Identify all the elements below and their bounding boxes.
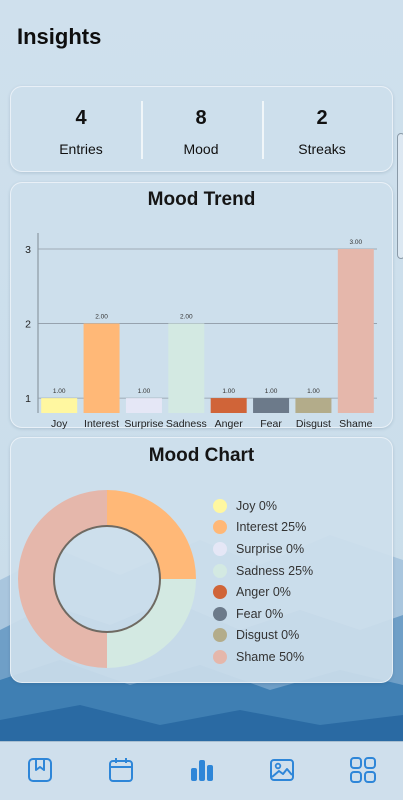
legend-label: Interest 25% bbox=[236, 520, 307, 535]
stat-divider bbox=[262, 101, 264, 159]
bookmark-icon[interactable] bbox=[26, 756, 54, 784]
legend-swatch bbox=[213, 520, 227, 535]
slice-interest bbox=[107, 490, 196, 579]
legend-swatch bbox=[213, 498, 227, 513]
mood-chart-title: Mood Chart bbox=[148, 445, 255, 466]
legend-label: Anger 0% bbox=[236, 585, 291, 600]
bottom-navigation bbox=[0, 741, 403, 800]
mood-legend: Joy 0% Interest 25% Surprise 0% Sadness 25%… bbox=[213, 495, 313, 668]
legend-label: Shame 50% bbox=[236, 649, 305, 664]
stat-divider bbox=[141, 101, 143, 159]
legend-swatch bbox=[213, 649, 227, 664]
stats-card: 4 Entries 8 Mood 2 Streaks bbox=[10, 86, 393, 172]
calendar-icon[interactable] bbox=[107, 756, 135, 784]
legend-item: Joy 0% bbox=[213, 495, 313, 517]
legend-item: Anger 0% bbox=[213, 581, 313, 603]
x-tick-label: Disgust bbox=[296, 418, 331, 429]
donut-inner-ring bbox=[53, 525, 161, 633]
stat-label: Mood bbox=[183, 141, 219, 157]
bar-value-label: 1.00 bbox=[307, 388, 320, 395]
slice-shame bbox=[18, 490, 107, 668]
stat-value: 8 bbox=[195, 107, 207, 129]
legend-item: Interest 25% bbox=[213, 517, 313, 539]
legend-label: Sadness 25% bbox=[236, 563, 314, 578]
bar-chart-icon[interactable] bbox=[188, 756, 216, 784]
grid-icon[interactable] bbox=[349, 756, 377, 784]
x-tick-label: Fear bbox=[260, 418, 282, 429]
bar-value-label: 1.00 bbox=[265, 388, 278, 395]
x-tick-label: Shame bbox=[339, 418, 372, 429]
bar-value-label: 2.00 bbox=[180, 314, 193, 321]
bar-shame bbox=[337, 249, 374, 413]
mood-trend-title: Mood Trend bbox=[147, 189, 256, 210]
mood-donut-chart bbox=[18, 490, 196, 668]
mood-chart-card: Mood Chart Joy 0% Interest 25% Surprise 0%… bbox=[10, 437, 393, 683]
bar-value-label: 3.00 bbox=[349, 239, 362, 246]
stat-label: Streaks bbox=[298, 141, 346, 157]
bar-sadness bbox=[168, 323, 205, 413]
bar-anger bbox=[210, 398, 247, 413]
x-tick-label: Anger bbox=[215, 418, 244, 429]
stat-label: Entries bbox=[59, 141, 103, 157]
x-tick-label: Interest bbox=[84, 418, 119, 429]
stat-entries: 4 Entries bbox=[21, 87, 141, 173]
bar-surprise bbox=[125, 398, 162, 413]
bar-interest bbox=[83, 323, 120, 413]
bar-value-label: 1.00 bbox=[222, 388, 235, 395]
stat-value: 2 bbox=[316, 107, 328, 129]
legend-label: Surprise 0% bbox=[236, 541, 305, 556]
stat-value: 4 bbox=[75, 107, 87, 129]
bar-value-label: 1.00 bbox=[53, 388, 66, 395]
y-tick-label: 3 bbox=[25, 244, 31, 256]
legend-label: Disgust 0% bbox=[236, 628, 300, 643]
stat-mood: 8 Mood bbox=[141, 87, 261, 173]
bar-joy bbox=[41, 398, 78, 413]
mood-trend-card: Mood Trend 1 2 3 1.00 Joy 2.00 Interest 1.00 Sur… bbox=[10, 182, 393, 429]
side-drawer-handle[interactable] bbox=[397, 133, 403, 259]
legend-label: Joy 0% bbox=[236, 498, 277, 513]
legend-item: Disgust 0% bbox=[213, 625, 313, 647]
x-tick-label: Joy bbox=[51, 418, 68, 429]
stat-streaks: 2 Streaks bbox=[262, 87, 382, 173]
legend-swatch bbox=[213, 563, 227, 578]
y-tick-label: 2 bbox=[25, 319, 31, 331]
bar-fear bbox=[253, 398, 290, 413]
legend-item: Surprise 0% bbox=[213, 538, 313, 560]
legend-swatch bbox=[213, 541, 227, 556]
legend-item: Sadness 25% bbox=[213, 560, 313, 582]
legend-swatch bbox=[213, 585, 227, 600]
legend-item: Fear 0% bbox=[213, 603, 313, 625]
x-tick-label: Sadness bbox=[166, 418, 207, 429]
image-icon[interactable] bbox=[268, 756, 296, 784]
page-title: Insights bbox=[17, 24, 102, 49]
y-tick-label: 1 bbox=[25, 393, 31, 405]
bar-value-label: 1.00 bbox=[138, 388, 151, 395]
legend-item: Shame 50% bbox=[213, 646, 313, 668]
bar-disgust bbox=[295, 398, 332, 413]
mood-trend-chart: 1 2 3 1.00 Joy 2.00 Interest 1.00 Surprise 2.00 Sa… bbox=[25, 233, 377, 429]
legend-swatch bbox=[213, 606, 227, 621]
slice-sadness bbox=[107, 579, 196, 668]
legend-swatch bbox=[213, 628, 227, 643]
legend-label: Fear 0% bbox=[236, 606, 284, 621]
bar-value-label: 2.00 bbox=[95, 314, 108, 321]
x-tick-label: Surprise bbox=[124, 418, 163, 429]
